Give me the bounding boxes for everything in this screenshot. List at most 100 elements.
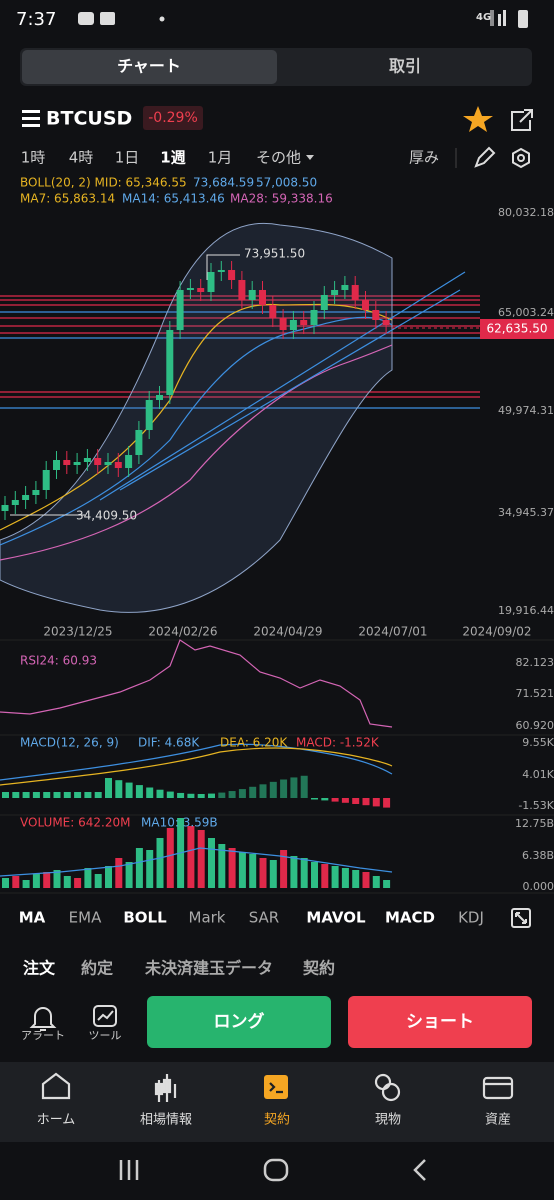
candle-body bbox=[320, 295, 328, 310]
macd-bar bbox=[105, 778, 112, 798]
macd-bar bbox=[43, 792, 51, 798]
ma-line bbox=[0, 344, 393, 561]
price-chart bbox=[0, 222, 554, 894]
settings-icon[interactable] bbox=[512, 147, 530, 169]
volume-bar bbox=[43, 872, 51, 888]
price-axis-label: 34,945.37 bbox=[498, 506, 554, 519]
macd-bar bbox=[166, 791, 174, 798]
short-label[interactable]: ショート bbox=[406, 1012, 474, 1032]
fullscreen-icon[interactable] bbox=[511, 908, 531, 928]
timeframe[interactable]: 1週 bbox=[160, 149, 185, 167]
volume-bar bbox=[372, 876, 380, 888]
nav-label[interactable]: 現物 bbox=[375, 1113, 401, 1128]
timeframe[interactable]: 4時 bbox=[69, 149, 94, 167]
tool-label[interactable]: ツール bbox=[89, 1029, 122, 1042]
last-price: 62,635.50 bbox=[486, 322, 547, 336]
candle-body bbox=[372, 310, 380, 320]
order-tab[interactable]: 注文 bbox=[23, 959, 56, 978]
indicator-tab[interactable]: BOLL bbox=[123, 909, 167, 927]
volume-bar bbox=[156, 838, 164, 888]
tab[interactable]: チャート bbox=[117, 57, 181, 76]
indicator-tab[interactable]: MACD bbox=[385, 909, 435, 927]
annotation-line bbox=[10, 254, 240, 516]
indicator-tab[interactable]: MAVOL bbox=[306, 909, 366, 927]
long-label[interactable]: ロング bbox=[214, 1011, 265, 1032]
long-button[interactable] bbox=[147, 996, 331, 1048]
timeframe[interactable]: その他 bbox=[256, 149, 301, 167]
volume-bar bbox=[280, 850, 288, 888]
candle-body bbox=[217, 270, 225, 272]
trend-line bbox=[99, 271, 466, 501]
candle-body bbox=[176, 290, 184, 330]
macd-bar bbox=[22, 792, 30, 798]
volume-bar bbox=[63, 876, 71, 888]
indicator-tab[interactable]: MA bbox=[19, 909, 46, 927]
change-badge bbox=[143, 106, 203, 130]
volume-ma-label: MA10: 3.59B bbox=[141, 816, 218, 830]
volume-bar bbox=[341, 868, 349, 888]
volume-bar bbox=[115, 858, 123, 888]
volume-bar bbox=[362, 872, 370, 888]
alert-icon[interactable] bbox=[29, 1007, 57, 1031]
timeframe[interactable]: 1日 bbox=[115, 149, 140, 167]
draw-icon[interactable] bbox=[474, 146, 496, 168]
tool-icon[interactable] bbox=[93, 1005, 117, 1027]
nav-label[interactable]: 相場情報 bbox=[140, 1113, 192, 1128]
volume-bar bbox=[352, 870, 360, 888]
favorite-star[interactable] bbox=[463, 106, 493, 132]
candle-body bbox=[22, 495, 30, 500]
indicator-tab[interactable]: Mark bbox=[189, 909, 226, 927]
ma7-label: MA7: 65,863.14 bbox=[20, 192, 115, 206]
macd-bar bbox=[208, 793, 215, 798]
macd-dea bbox=[0, 747, 393, 786]
volume-bar bbox=[228, 848, 236, 888]
nav-label[interactable]: 資産 bbox=[485, 1112, 511, 1128]
macd-bar bbox=[115, 780, 123, 798]
volume-bar bbox=[166, 828, 174, 888]
price-axis-label: 65,003.24 bbox=[498, 306, 554, 319]
candle-body bbox=[341, 285, 349, 290]
ma28-label: MA28: 59,338.16 bbox=[230, 192, 333, 206]
indicator-tab[interactable]: EMA bbox=[69, 909, 102, 927]
candle-body bbox=[310, 310, 318, 325]
volume-bar bbox=[12, 876, 20, 888]
macd-bar bbox=[125, 782, 133, 798]
price-axis-label: 19,916.44 bbox=[498, 604, 554, 617]
volume-bar bbox=[146, 850, 154, 888]
volume-bar bbox=[94, 874, 102, 888]
nav-label[interactable]: ホーム bbox=[37, 1113, 76, 1128]
candle-body bbox=[135, 430, 143, 455]
depth-tool[interactable]: 厚み bbox=[409, 149, 439, 167]
candle-body bbox=[279, 318, 287, 330]
macd-axis-label: 4.01K bbox=[522, 768, 554, 781]
symbol-change: -0.29% bbox=[148, 110, 198, 126]
ma14-label: MA14: 65,413.46 bbox=[122, 192, 225, 206]
alert-label[interactable]: アラート bbox=[21, 1029, 65, 1042]
candle-body bbox=[382, 320, 390, 325]
rsi-label: RSI24: 60.93 bbox=[20, 654, 97, 668]
macd-bar bbox=[2, 792, 9, 798]
timeframe[interactable]: 1時 bbox=[21, 149, 46, 167]
indicator-tab[interactable]: SAR bbox=[249, 909, 279, 927]
rsi-line bbox=[0, 639, 393, 728]
volume-bar bbox=[300, 858, 308, 888]
macd-bar bbox=[156, 789, 164, 798]
macd-bar bbox=[177, 792, 185, 798]
tab[interactable]: 取引 bbox=[389, 57, 421, 76]
volume-axis-label: 6.38B bbox=[522, 849, 554, 862]
nav-icons bbox=[41, 1072, 514, 1102]
share-icon[interactable] bbox=[511, 109, 533, 131]
indicator-tab[interactable]: KDJ bbox=[458, 909, 484, 927]
rsi-axis-label: 82.123 bbox=[516, 656, 554, 669]
order-tab[interactable]: 契約 bbox=[302, 959, 335, 978]
short-button[interactable] bbox=[348, 996, 532, 1048]
volume-bar bbox=[197, 830, 205, 888]
order-tab[interactable]: 未決済建玉データ bbox=[144, 959, 273, 978]
order-tab[interactable]: 約定 bbox=[81, 959, 113, 978]
candle-body bbox=[331, 290, 339, 295]
nav-label[interactable]: 契約 bbox=[264, 1113, 290, 1128]
macd-bar bbox=[352, 798, 360, 804]
candle-body bbox=[207, 272, 215, 292]
timeframe[interactable]: 1月 bbox=[208, 149, 233, 167]
candle-body bbox=[259, 290, 266, 305]
